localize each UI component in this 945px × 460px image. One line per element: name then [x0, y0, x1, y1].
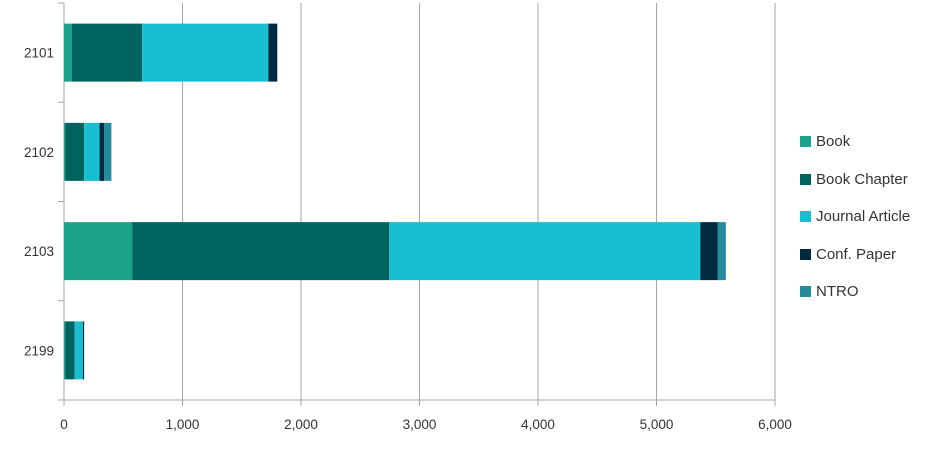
x-tick-label: 4,000: [521, 417, 555, 432]
bar-segment-conf-paper: [700, 222, 718, 281]
legend-item: Book: [800, 132, 910, 151]
y-tick-label: 2103: [24, 244, 54, 259]
bar-segment-conf-paper: [82, 321, 85, 380]
bar-segment-book: [64, 321, 66, 380]
legend-swatch: [800, 248, 811, 260]
legend-item: NTRO: [800, 282, 910, 301]
legend-item: Book Chapter: [800, 170, 910, 189]
bar-segment-book: [64, 222, 133, 281]
legend-label: Conf. Paper: [816, 245, 897, 263]
x-tick-label: 5,000: [640, 417, 674, 432]
x-tick-label: 0: [60, 417, 68, 432]
bar-segment-book: [64, 122, 66, 181]
y-tick-label: 2101: [24, 46, 54, 61]
legend-label: Journal Article: [816, 208, 911, 225]
legend-swatch: [800, 211, 811, 222]
legend-label: NTRO: [816, 283, 859, 300]
legend-swatch: [800, 286, 811, 297]
x-tick-label: 1,000: [166, 417, 200, 432]
legend-swatch: [800, 173, 811, 185]
bar-segment-conf-paper: [99, 122, 105, 181]
y-tick-label: 2102: [24, 145, 54, 160]
legend-item: Conf. Paper: [800, 245, 910, 264]
x-tick-label: 2,000: [284, 417, 318, 432]
legend-swatch: [800, 136, 811, 147]
bar-segment-journal-article: [142, 23, 269, 82]
bar-segment-book-chapter: [71, 23, 143, 82]
bar-segment-journal-article: [389, 222, 701, 281]
x-tick-label: 3,000: [403, 417, 437, 432]
bar-segment-journal-article: [74, 321, 83, 380]
legend-label: Book Chapter: [816, 170, 908, 188]
bar-segment-book-chapter: [132, 222, 390, 281]
bar-segment-book: [64, 23, 72, 82]
bar-segment-ntro: [104, 122, 112, 181]
bar-segment-book-chapter: [65, 122, 85, 181]
x-tick-label: 6,000: [758, 417, 792, 432]
y-tick-label: 2199: [24, 343, 54, 358]
legend-item: Journal Article: [800, 207, 910, 226]
bar-segment-conf-paper: [268, 23, 278, 82]
bar-segment-ntro: [717, 222, 726, 281]
bar-segment-book-chapter: [65, 321, 75, 380]
legend: Book Book Chapter Journal Article Conf. Pap…: [800, 132, 910, 320]
bar-segment-journal-article: [84, 122, 100, 181]
legend-label: Book: [816, 133, 851, 150]
